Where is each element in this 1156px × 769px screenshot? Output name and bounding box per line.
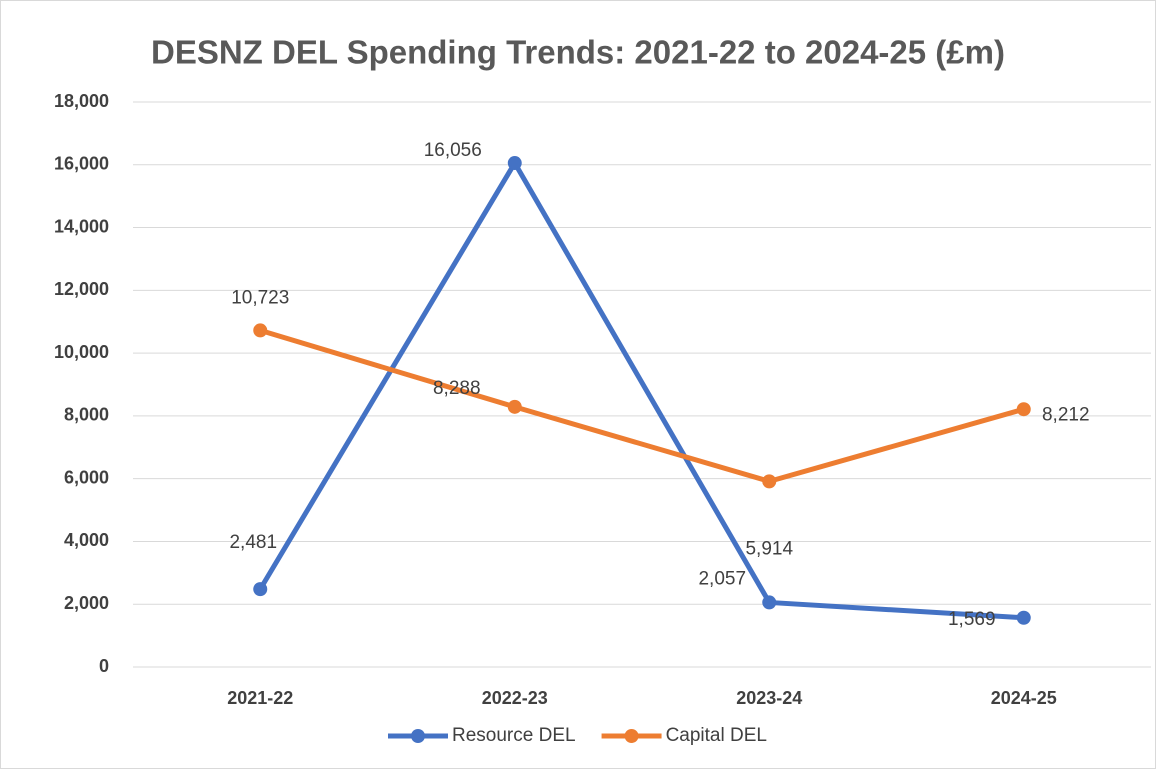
x-tick-label: 2021-22 — [227, 688, 293, 708]
y-tick-label: 16,000 — [54, 154, 109, 174]
data-point — [762, 595, 777, 610]
data-point — [253, 582, 268, 597]
legend-label: Capital DEL — [666, 725, 767, 746]
series-line — [259, 328, 1025, 484]
data-point — [762, 474, 777, 489]
data-point — [507, 156, 522, 171]
legend-marker — [624, 729, 639, 743]
data-point — [1016, 610, 1031, 625]
y-tick-label: 8,000 — [64, 405, 109, 425]
y-tick-label: 4,000 — [64, 530, 109, 550]
data-label: 2,481 — [229, 532, 277, 553]
data-label: 8,288 — [433, 378, 481, 399]
data-label: 16,056 — [424, 140, 482, 161]
data-label: 5,914 — [745, 538, 793, 559]
y-tick-label: 10,000 — [54, 342, 109, 362]
x-tick-label: 2024-25 — [991, 688, 1057, 708]
y-tick-label: 18,000 — [54, 91, 109, 111]
data-point — [507, 399, 522, 414]
y-tick-label: 0 — [99, 656, 109, 676]
y-tick-label: 2,000 — [64, 593, 109, 613]
y-tick-label: 6,000 — [64, 467, 109, 487]
chart-title: DESNZ DEL Spending Trends: 2021-22 to 20… — [151, 34, 1005, 71]
data-label: 8,212 — [1042, 404, 1090, 425]
data-point — [1016, 402, 1031, 417]
data-point — [253, 323, 268, 338]
data-label: 10,723 — [231, 287, 289, 308]
legend-marker — [411, 729, 425, 743]
x-tick-label: 2022-23 — [482, 688, 548, 708]
data-label: 1,569 — [948, 609, 996, 630]
x-tick-label: 2023-24 — [736, 688, 802, 708]
legend-label: Resource DEL — [452, 725, 576, 746]
data-label: 2,057 — [698, 568, 746, 589]
series-line — [258, 160, 1024, 621]
y-tick-label: 12,000 — [54, 279, 109, 299]
y-tick-label: 14,000 — [54, 216, 109, 236]
